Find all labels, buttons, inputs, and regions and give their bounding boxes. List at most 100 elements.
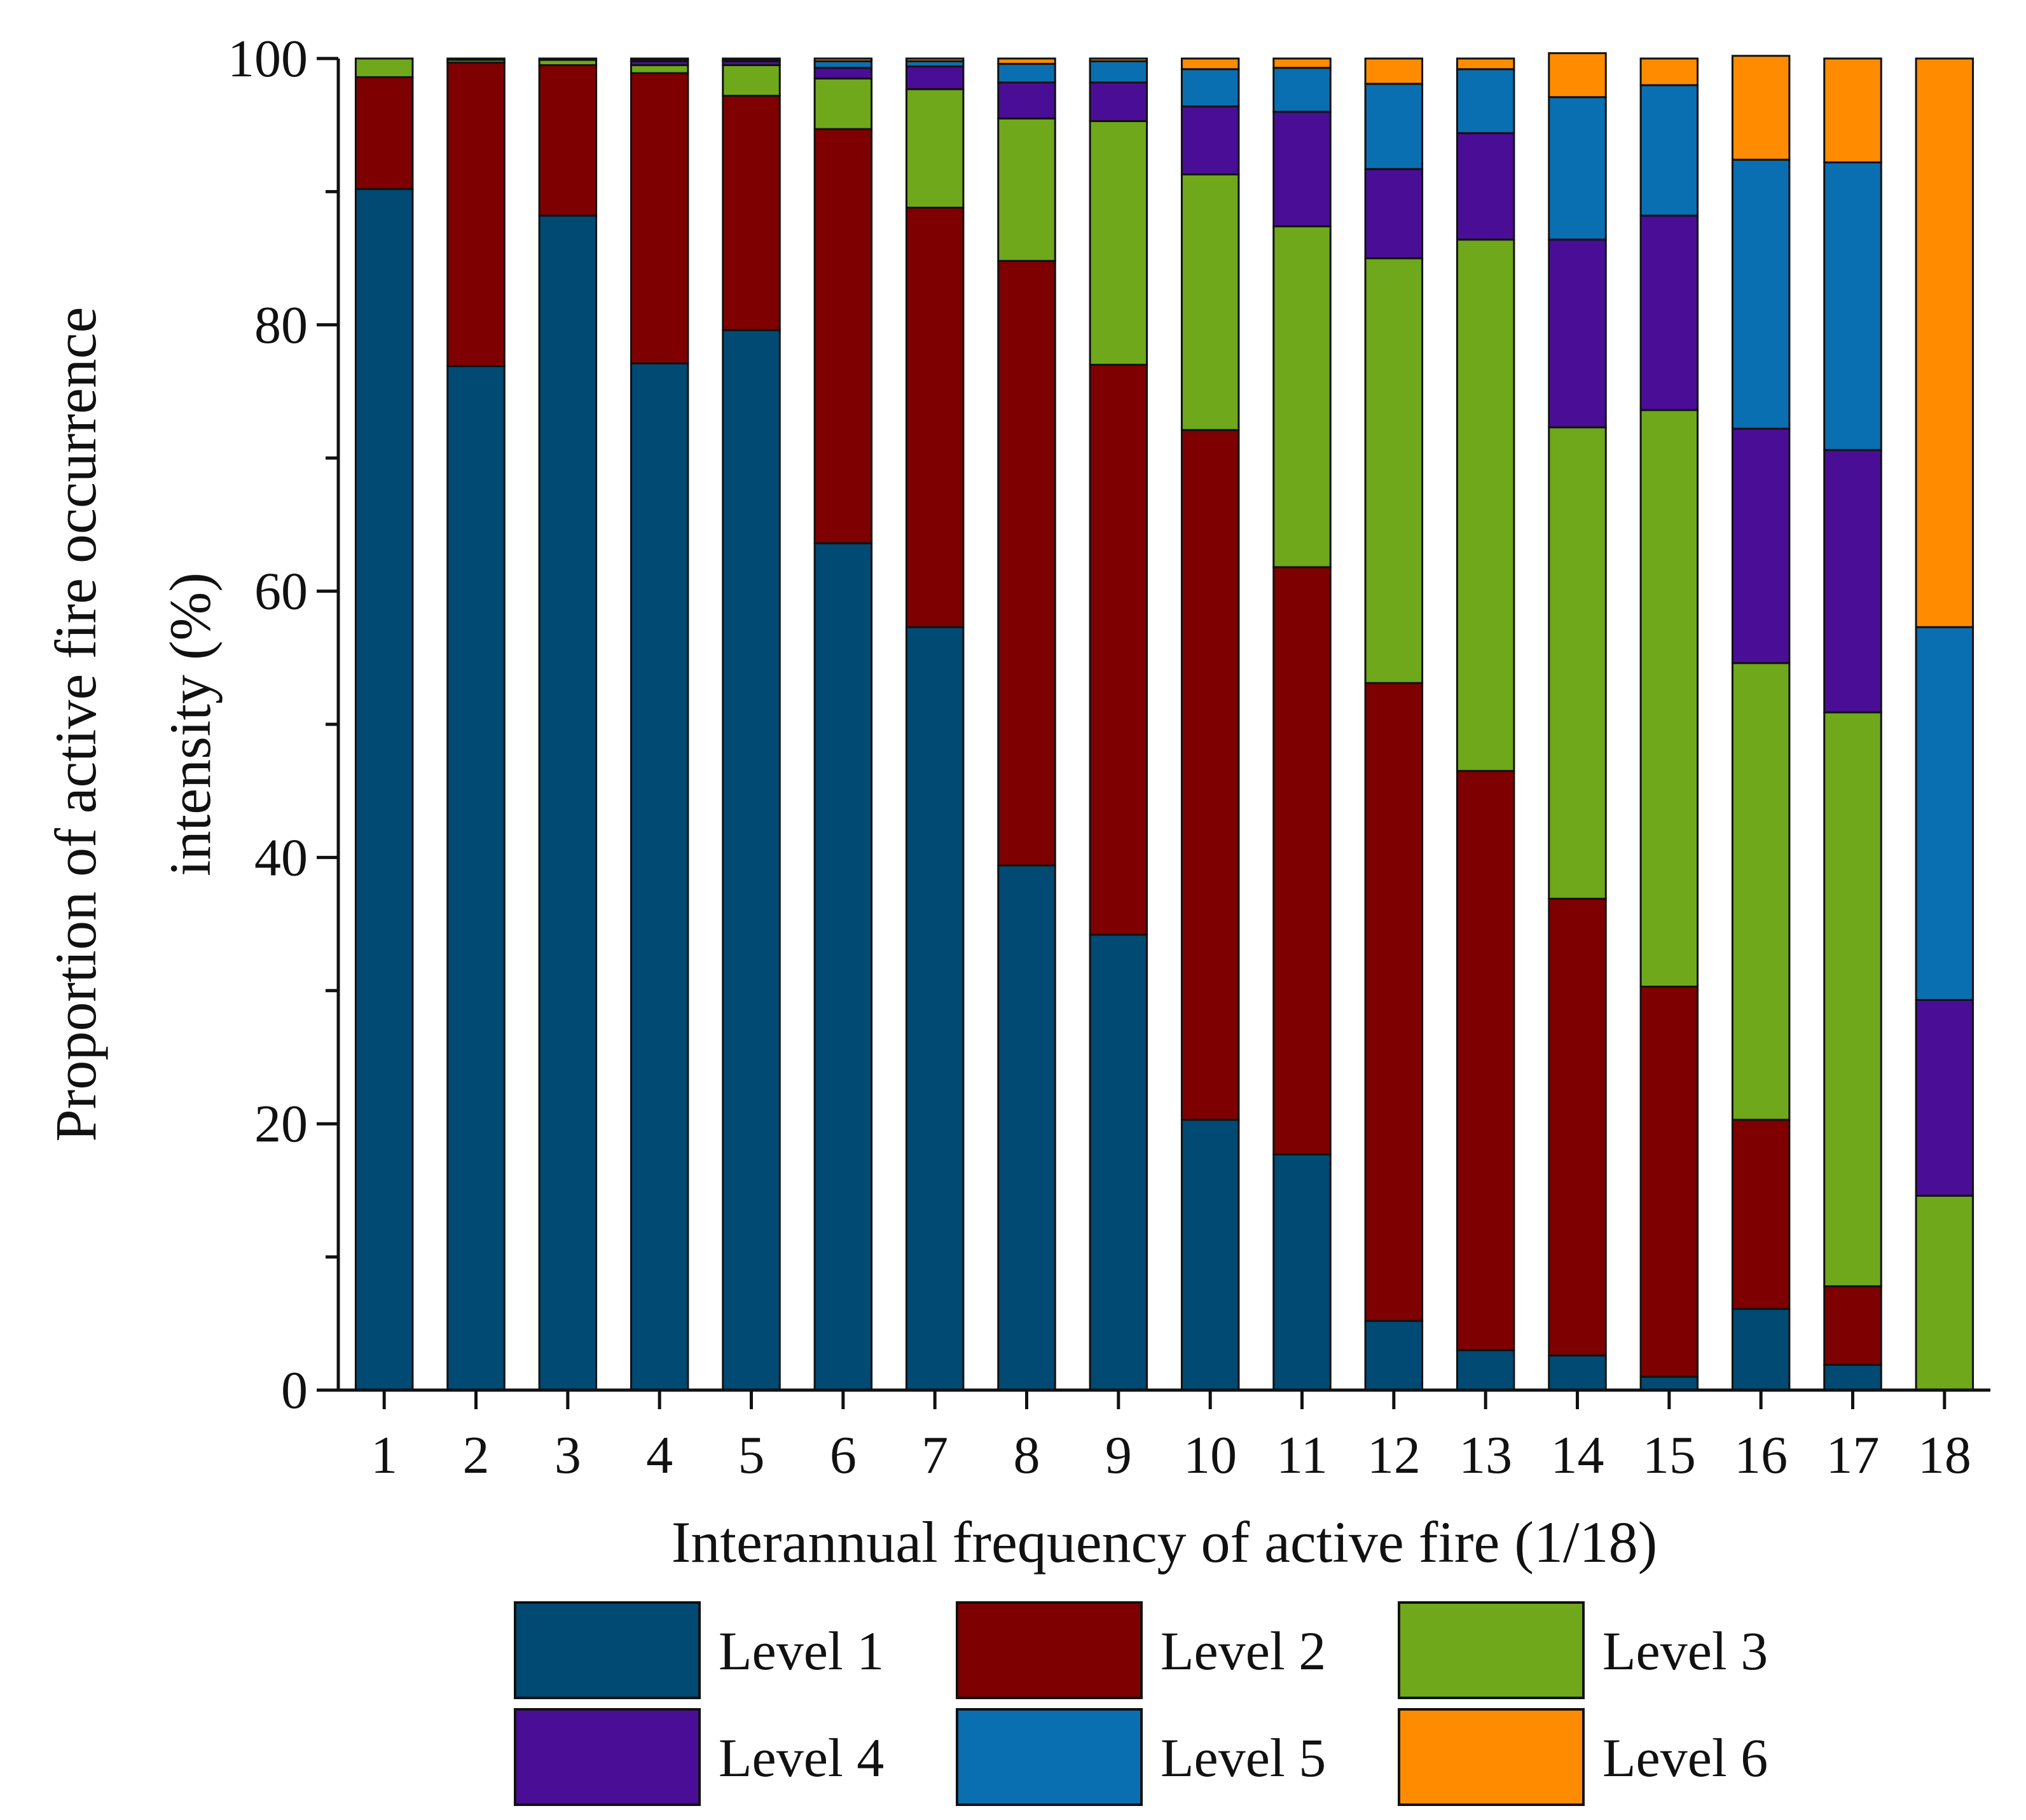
- bar-segment-5-cat-11: [1272, 67, 1332, 113]
- bar-segment-1-cat-1: [354, 188, 414, 1391]
- y-tick-label-100: 100: [228, 29, 308, 88]
- bar-segment-4-cat-6: [813, 67, 873, 79]
- bar-segment-5-cat-17: [1823, 161, 1882, 452]
- legend-swatch-level-3: [1398, 1601, 1585, 1699]
- y-axis-title: Proportion of active fire occurrence inte…: [43, 307, 223, 1142]
- bar-segment-2-cat-17: [1823, 1285, 1882, 1366]
- y-tick-label-0: 0: [281, 1361, 308, 1420]
- x-tick-label-16: 16: [1734, 1426, 1788, 1485]
- legend-swatch-level-6: [1398, 1708, 1585, 1806]
- bar-segment-4-cat-12: [1364, 168, 1424, 259]
- bar-segment-1-cat-5: [722, 329, 781, 1391]
- bar-segment-3-cat-10: [1180, 173, 1240, 431]
- bar-segment-1-cat-9: [1089, 934, 1148, 1391]
- bar-segment-6-cat-17: [1823, 57, 1882, 163]
- y-tick-labels: 0 20 40 60 80 100: [228, 29, 308, 1420]
- x-axis-title: Interannual frequency of active fire (1/…: [672, 1510, 1657, 1575]
- bar-segment-6-cat-16: [1731, 55, 1791, 161]
- bar-segment-2-cat-2: [446, 61, 506, 368]
- bar-segment-1-cat-11: [1272, 1153, 1332, 1391]
- bar-segment-4-cat-7: [905, 65, 965, 90]
- legend: Level 1 Level 2 Level 3 Level 4 Level 5 Level…: [514, 1601, 1768, 1806]
- x-tick-label-10: 10: [1183, 1426, 1237, 1485]
- bar-segment-4-cat-8: [997, 81, 1056, 120]
- bar-segment-1-cat-12: [1364, 1320, 1424, 1391]
- legend-swatch-level-5: [956, 1708, 1143, 1806]
- bar-segment-4-cat-17: [1823, 449, 1882, 714]
- bar-segment-2-cat-6: [813, 128, 873, 544]
- bar-segment-5-cat-18: [1915, 626, 1974, 1001]
- bar-segment-2-cat-13: [1456, 769, 1515, 1351]
- bar-segment-3-cat-17: [1823, 711, 1882, 1288]
- x-tick-label-8: 8: [1014, 1426, 1040, 1485]
- bar-segment-3-cat-8: [997, 117, 1056, 262]
- bar-segment-2-cat-16: [1731, 1119, 1791, 1310]
- x-tick-labels: 1 2 3 4 5 6 7 8 9 10 11 12 13 14 15 16 17 18: [371, 1426, 1971, 1485]
- bar-segment-3-cat-9: [1089, 120, 1148, 366]
- bar-segment-3-cat-1: [354, 57, 414, 78]
- bar-segment-2-cat-1: [354, 76, 414, 190]
- bar-segment-2-cat-8: [997, 259, 1056, 867]
- bar-segment-2-cat-4: [630, 72, 689, 365]
- bar-segment-2-cat-7: [905, 207, 965, 628]
- x-tick-label-17: 17: [1826, 1426, 1880, 1485]
- legend-label-level-2: Level 2: [1161, 1620, 1326, 1681]
- bar-segment-6-cat-12: [1364, 57, 1424, 85]
- x-tick-label-4: 4: [646, 1426, 673, 1485]
- bar-segment-1-cat-14: [1548, 1355, 1607, 1391]
- bar-segment-6-cat-13: [1456, 57, 1515, 71]
- x-tick-label-9: 9: [1105, 1426, 1132, 1485]
- x-tick-label-13: 13: [1459, 1426, 1512, 1485]
- bar-segment-3-cat-12: [1364, 257, 1424, 684]
- bar-segment-6-cat-9: [1089, 57, 1148, 62]
- bar-segment-6-cat-15: [1639, 57, 1699, 86]
- bar-segment-1-cat-16: [1731, 1307, 1791, 1391]
- x-tick-label-2: 2: [463, 1426, 490, 1485]
- bar-segment-3-cat-11: [1272, 225, 1332, 569]
- bar-segment-5-cat-8: [997, 62, 1056, 84]
- bar-segment-4-cat-10: [1180, 105, 1240, 176]
- x-tick-label-15: 15: [1643, 1426, 1696, 1485]
- x-tick-label-11: 11: [1276, 1426, 1328, 1485]
- x-tick-label-6: 6: [830, 1426, 857, 1485]
- bar-segment-4-cat-18: [1915, 998, 1974, 1197]
- x-tick-label-1: 1: [371, 1426, 397, 1485]
- bar-segment-6-cat-4: [630, 57, 689, 61]
- bar-segment-1-cat-13: [1456, 1349, 1515, 1391]
- bar-segment-4-cat-14: [1548, 238, 1607, 429]
- bar-segment-3-cat-18: [1915, 1194, 1974, 1391]
- bars-group: [354, 52, 1974, 1391]
- legend-label-level-4: Level 4: [719, 1727, 884, 1788]
- bar-segment-1-cat-7: [905, 626, 965, 1391]
- bar-segment-2-cat-14: [1548, 897, 1607, 1357]
- bar-segment-3-cat-5: [722, 64, 781, 97]
- bar-segment-1-cat-10: [1180, 1119, 1240, 1391]
- bar-segment-3-cat-14: [1548, 426, 1607, 900]
- bar-segment-1-cat-4: [630, 362, 689, 1391]
- bar-segment-1-cat-15: [1639, 1375, 1699, 1391]
- bar-segment-1-cat-8: [997, 864, 1056, 1391]
- bar-segment-2-cat-10: [1180, 429, 1240, 1121]
- legend-swatch-level-4: [514, 1708, 701, 1806]
- axes-group: [317, 57, 1990, 1409]
- x-tick-label-14: 14: [1551, 1426, 1604, 1485]
- bar-segment-2-cat-3: [538, 64, 598, 217]
- bar-segment-4-cat-16: [1731, 427, 1791, 665]
- bar-segment-3-cat-4: [630, 64, 689, 74]
- bar-segment-1-cat-3: [538, 214, 598, 1391]
- bar-segment-6-cat-6: [813, 57, 873, 62]
- bar-segment-1-cat-6: [813, 542, 873, 1391]
- y-axis-title-line-2: intensity (%): [158, 572, 223, 876]
- bar-segment-6-cat-11: [1272, 57, 1332, 69]
- bar-segment-5-cat-6: [813, 60, 873, 69]
- bar-segment-5-cat-14: [1548, 96, 1607, 241]
- bar-segment-2-cat-5: [722, 95, 781, 331]
- bar-segment-4-cat-13: [1456, 132, 1515, 241]
- bar-segment-6-cat-18: [1915, 57, 1974, 628]
- bar-segment-6-cat-14: [1548, 52, 1607, 99]
- bar-segment-6-cat-10: [1180, 57, 1240, 71]
- bar-segment-5-cat-13: [1456, 68, 1515, 134]
- x-tick-label-3: 3: [555, 1426, 581, 1485]
- x-tick-label-5: 5: [738, 1426, 765, 1485]
